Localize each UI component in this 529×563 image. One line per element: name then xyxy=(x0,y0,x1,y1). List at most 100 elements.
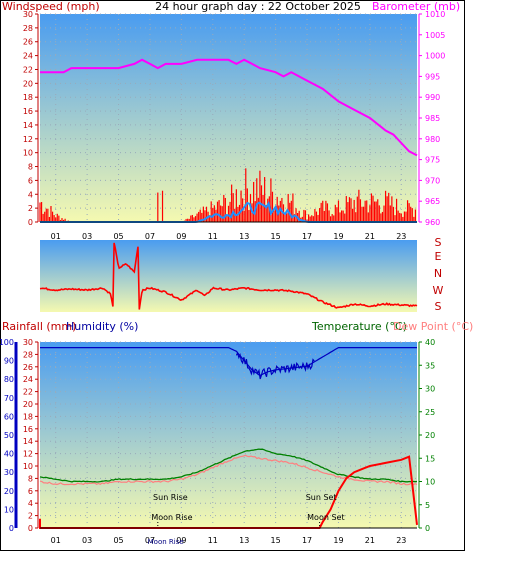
baro-right-tick-label: 985 xyxy=(425,114,440,123)
temp-tick-label: 20 xyxy=(425,431,435,440)
temp-tick-label: 25 xyxy=(425,408,435,417)
rainfall-line xyxy=(39,455,418,529)
wind-left-tick-label: 24 xyxy=(23,52,33,61)
baro-right-tick-label: 995 xyxy=(425,72,440,81)
rain-tick-label: 30 xyxy=(23,338,33,347)
rain-tick-label: 24 xyxy=(23,375,33,384)
humidity-tick-label: 90 xyxy=(4,357,14,366)
direction-label: S xyxy=(435,236,442,249)
humidity-line xyxy=(40,347,417,377)
wind-left-tick-label: 20 xyxy=(23,79,33,88)
wind-left-tick-label: 14 xyxy=(23,121,33,130)
rain-tick-label: 14 xyxy=(23,437,33,446)
moon-rise-marker-label: Moon Rise xyxy=(148,538,184,546)
wind-left-tick-label: 6 xyxy=(28,176,33,185)
humidity-axis-label: Humidity (%) xyxy=(66,320,138,333)
temp-x-tick-label: 13 xyxy=(239,536,249,545)
humidity-tick-label: 80 xyxy=(4,375,14,384)
temp-x-tick-label: 07 xyxy=(145,536,155,545)
wind-left-tick-label: 16 xyxy=(23,107,33,116)
temp-x-tick-label: 03 xyxy=(82,536,92,545)
humidity-tick-label: 10 xyxy=(4,505,14,514)
wind-left-tick-label: 18 xyxy=(23,93,33,102)
rain-tick-label: 16 xyxy=(23,425,33,434)
temp-x-tick-label: 17 xyxy=(302,536,312,545)
rain-axis-label: Rainfall (mm) xyxy=(2,320,76,333)
temperature-axis-label: Temperature (°C) xyxy=(311,320,407,333)
rain-tick-label: 10 xyxy=(23,462,33,471)
humidity-tick-label: 50 xyxy=(4,431,14,440)
baro-right-tick-label: 1010 xyxy=(425,10,445,19)
wind-plot-area xyxy=(40,14,417,222)
temp-tick-label: 35 xyxy=(425,361,435,370)
temp-x-tick-label: 01 xyxy=(51,536,61,545)
rain-tick-label: 28 xyxy=(23,350,33,359)
rain-tick-label: 22 xyxy=(23,388,33,397)
baro-axis-label: Barometer (mb) xyxy=(372,0,460,13)
temp-tick-label: 40 xyxy=(425,338,435,347)
rain-tick-label: 8 xyxy=(28,474,33,483)
wind-left-tick-label: 0 xyxy=(28,218,33,227)
dewpoint-axis-label: Dew Point (°C) xyxy=(393,320,473,333)
temp-tick-label: 15 xyxy=(425,454,435,463)
temp-tick-label: 10 xyxy=(425,478,435,487)
direction-label: N xyxy=(434,267,442,280)
baro-right-tick-label: 980 xyxy=(425,135,440,144)
temp-x-tick-label: 09 xyxy=(176,536,186,545)
temp-tick-label: 5 xyxy=(425,501,430,510)
wind-left-tick-label: 2 xyxy=(28,204,33,213)
direction-label: E xyxy=(435,250,442,263)
baro-right-tick-label: 965 xyxy=(425,197,440,206)
rain-tick-label: 20 xyxy=(23,400,33,409)
moon-rise-label: Moon Rise xyxy=(151,513,192,522)
humidity-tick-label: 100 xyxy=(0,338,14,347)
wind-direction-line xyxy=(39,242,418,310)
baro-right-tick-label: 975 xyxy=(425,156,440,165)
sun-set-label: Sun Set xyxy=(306,493,337,502)
dewpoint-line xyxy=(39,454,418,486)
wind-left-tick-label: 12 xyxy=(23,135,33,144)
wind-x-tick-label: 05 xyxy=(113,232,123,241)
baro-right-tick-label: 960 xyxy=(425,218,440,227)
temp-x-tick-label: 05 xyxy=(113,536,123,545)
wind-x-tick-label: 17 xyxy=(302,232,312,241)
direction-plot-area xyxy=(40,240,417,312)
rain-tick-label: 6 xyxy=(28,487,33,496)
wind-x-tick-label: 23 xyxy=(396,232,406,241)
rain-tick-label: 4 xyxy=(28,499,33,508)
baro-right-tick-label: 1005 xyxy=(425,31,445,40)
rain-tick-label: 12 xyxy=(23,450,33,459)
wind-x-tick-label: 09 xyxy=(176,232,186,241)
rain-tick-label: 2 xyxy=(28,512,33,521)
wind-left-tick-label: 10 xyxy=(23,149,33,158)
rain-tick-label: 26 xyxy=(23,363,33,372)
temp-x-tick-label: 23 xyxy=(396,536,406,545)
temp-x-tick-label: 21 xyxy=(365,536,375,545)
baro-right-tick-label: 1000 xyxy=(425,52,445,61)
baro-right-tick-label: 970 xyxy=(425,176,440,185)
wind-axis-label: Windspeed (mph) xyxy=(2,0,100,13)
direction-label: W xyxy=(433,284,444,297)
baro-right-tick-label: 990 xyxy=(425,93,440,102)
humidity-tick-label: 40 xyxy=(4,450,14,459)
moon-set-label: Moon Set xyxy=(307,513,344,522)
temp-plot-area xyxy=(40,342,417,528)
direction-label: S xyxy=(435,300,442,313)
wind-left-tick-label: 26 xyxy=(23,38,33,47)
wind-left-tick-label: 30 xyxy=(23,10,33,19)
wind-x-tick-label: 21 xyxy=(365,232,375,241)
barometer-line xyxy=(40,58,418,157)
rain-tick-label: 0 xyxy=(28,524,33,533)
humidity-tick-label: 30 xyxy=(4,468,14,477)
wind-x-tick-label: 03 xyxy=(82,232,92,241)
humidity-tick-label: 70 xyxy=(4,394,14,403)
wind-x-tick-label: 11 xyxy=(208,232,218,241)
temp-x-tick-label: 11 xyxy=(208,536,218,545)
wind-x-tick-label: 13 xyxy=(239,232,249,241)
temperature-line xyxy=(39,448,418,483)
sun-rise-label: Sun Rise xyxy=(153,493,188,502)
wind-x-tick-label: 01 xyxy=(51,232,61,241)
temp-x-tick-label: 19 xyxy=(333,536,343,545)
wind-left-tick-label: 8 xyxy=(28,163,33,172)
